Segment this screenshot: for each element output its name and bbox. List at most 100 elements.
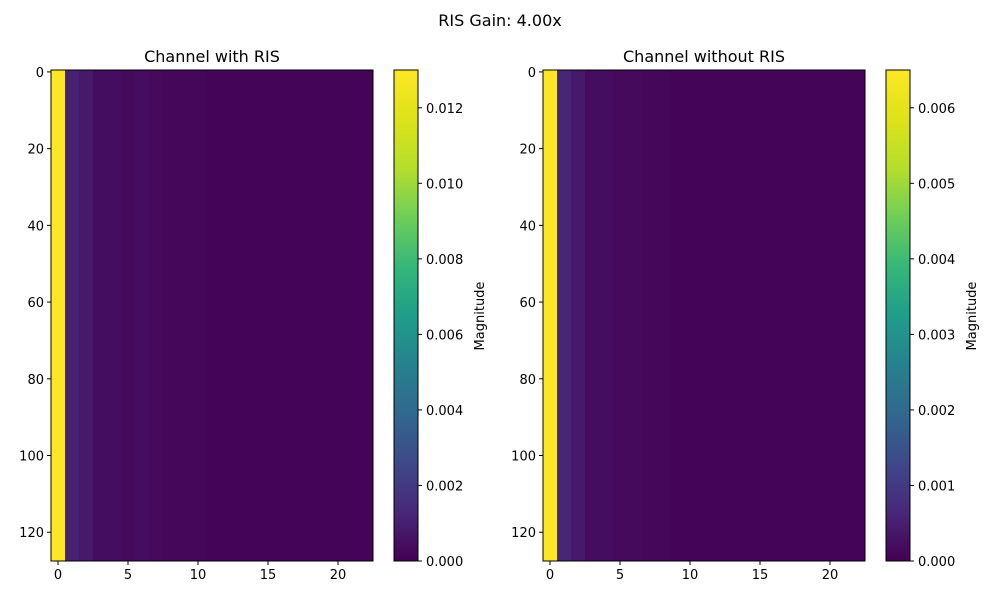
y-tick-label: 120 <box>19 526 44 541</box>
figure-suptitle: RIS Gain: 4.00x <box>438 11 561 30</box>
colorbar-tick-label: 0.000 <box>426 555 463 570</box>
heatmap-column-cell <box>233 70 248 561</box>
colorbar: 0.000 0.002 0.004 0.006 0.008 0.010 0.012 Magn… <box>393 69 488 570</box>
colorbar-tick-label: 0.012 <box>426 102 463 117</box>
x-tick-label: 5 <box>124 568 132 583</box>
colorbar-tick-label: 0.006 <box>426 328 463 343</box>
x-tick-label: 15 <box>260 568 277 583</box>
colorbar-gradient <box>393 69 419 562</box>
heatmap-column-cell <box>725 70 740 561</box>
y-axis-ticks: 0 20 40 60 80 100 120 <box>511 66 543 541</box>
heatmap-column-cell <box>711 70 726 561</box>
heatmap-column-cell <box>359 70 374 561</box>
colorbar-tick-label: 0.005 <box>918 177 955 192</box>
heatmap-column-cell <box>289 70 304 561</box>
colorbar-ticks: 0.000 0.002 0.004 0.006 0.008 0.010 0.012 <box>418 102 463 570</box>
y-tick-label: 100 <box>19 450 44 465</box>
x-tick-label: 5 <box>616 568 624 583</box>
heatmap-column-cell <box>585 70 600 561</box>
y-tick-label: 100 <box>511 450 536 465</box>
heatmap-column-cell <box>683 70 698 561</box>
heatmap-column-cell <box>261 70 276 561</box>
y-tick-label: 40 <box>519 219 536 234</box>
heatmap-column-cell <box>795 70 810 561</box>
x-tick-label: 15 <box>752 568 769 583</box>
heatmap-column-cell <box>107 70 122 561</box>
y-tick-label: 40 <box>27 219 44 234</box>
heatmap-column-cell <box>247 70 262 561</box>
panel-title: Channel with RIS <box>144 47 280 66</box>
heatmap-column-cell <box>65 70 80 561</box>
heatmap-cells <box>543 70 866 561</box>
y-tick-label: 60 <box>519 296 536 311</box>
plot-frame <box>50 69 374 562</box>
heatmap-column-cell <box>317 70 332 561</box>
heatmap-column-cell <box>557 70 572 561</box>
heatmap-column-cell <box>121 70 136 561</box>
colorbar-tick-label: 0.010 <box>426 177 463 192</box>
y-tick-label: 20 <box>27 143 44 158</box>
heatmap-panel-without-ris: Channel without RIS 0 5 10 15 20 0 20 40 60 80 10… <box>511 47 980 583</box>
y-tick-label: 0 <box>36 66 44 81</box>
colorbar: 0.000 0.001 0.002 0.003 0.004 0.005 0.006 Magn… <box>885 69 980 570</box>
y-tick-label: 0 <box>528 66 536 81</box>
heatmap-column-cell <box>93 70 108 561</box>
heatmap-panel-with-ris: Channel with RIS 0 5 10 15 20 0 20 40 60 80 100 12… <box>19 47 488 583</box>
y-tick-label: 60 <box>27 296 44 311</box>
heatmap-column-cell <box>613 70 628 561</box>
colorbar-tick-label: 0.004 <box>918 253 955 268</box>
x-axis-ticks: 0 5 10 15 20 <box>546 561 838 583</box>
colorbar-label: Magnitude <box>473 282 488 351</box>
x-tick-label: 20 <box>822 568 839 583</box>
heatmap-column-cell <box>837 70 852 561</box>
colorbar-tick-label: 0.008 <box>426 253 463 268</box>
heatmap-column-cell <box>275 70 290 561</box>
colorbar-tick-label: 0.000 <box>918 555 955 570</box>
y-axis-ticks: 0 20 40 60 80 100 120 <box>19 66 51 541</box>
x-tick-label: 0 <box>546 568 554 583</box>
colorbar-label: Magnitude <box>965 282 980 351</box>
heatmap-column-cell <box>823 70 838 561</box>
heatmap-cells <box>51 70 374 561</box>
x-tick-label: 0 <box>54 568 62 583</box>
heatmap-column-cell <box>599 70 614 561</box>
heatmap-column-cell <box>543 70 558 561</box>
x-axis-ticks: 0 5 10 15 20 <box>54 561 346 583</box>
heatmap-column-cell <box>135 70 150 561</box>
x-tick-label: 10 <box>190 568 207 583</box>
y-tick-label: 80 <box>519 373 536 388</box>
heatmap-column-cell <box>641 70 656 561</box>
heatmap-column-cell <box>331 70 346 561</box>
heatmap-column-cell <box>79 70 94 561</box>
heatmap-column-cell <box>345 70 360 561</box>
x-tick-label: 10 <box>682 568 699 583</box>
plot-frame <box>542 69 866 562</box>
heatmap-column-cell <box>177 70 192 561</box>
heatmap-column-cell <box>571 70 586 561</box>
heatmap-column-cell <box>697 70 712 561</box>
colorbar-tick-label: 0.004 <box>426 404 463 419</box>
heatmap-column-cell <box>739 70 754 561</box>
heatmap-column-cell <box>655 70 670 561</box>
y-tick-label: 80 <box>27 373 44 388</box>
heatmap-column-cell <box>767 70 782 561</box>
heatmap-column-cell <box>851 70 866 561</box>
colorbar-tick-label: 0.002 <box>426 479 463 494</box>
heatmap-column-cell <box>163 70 178 561</box>
y-tick-label: 20 <box>519 143 536 158</box>
colorbar-tick-label: 0.006 <box>918 102 955 117</box>
y-tick-label: 120 <box>511 526 536 541</box>
heatmap-column-cell <box>51 70 66 561</box>
colorbar-tick-label: 0.002 <box>918 404 955 419</box>
heatmap-column-cell <box>669 70 684 561</box>
colorbar-ticks: 0.000 0.001 0.002 0.003 0.004 0.005 0.006 <box>910 102 955 570</box>
colorbar-tick-label: 0.003 <box>918 328 955 343</box>
heatmap-column-cell <box>303 70 318 561</box>
heatmap-column-cell <box>627 70 642 561</box>
x-tick-label: 20 <box>330 568 347 583</box>
panel-title: Channel without RIS <box>623 47 785 66</box>
colorbar-tick-label: 0.001 <box>918 479 955 494</box>
heatmap-column-cell <box>205 70 220 561</box>
